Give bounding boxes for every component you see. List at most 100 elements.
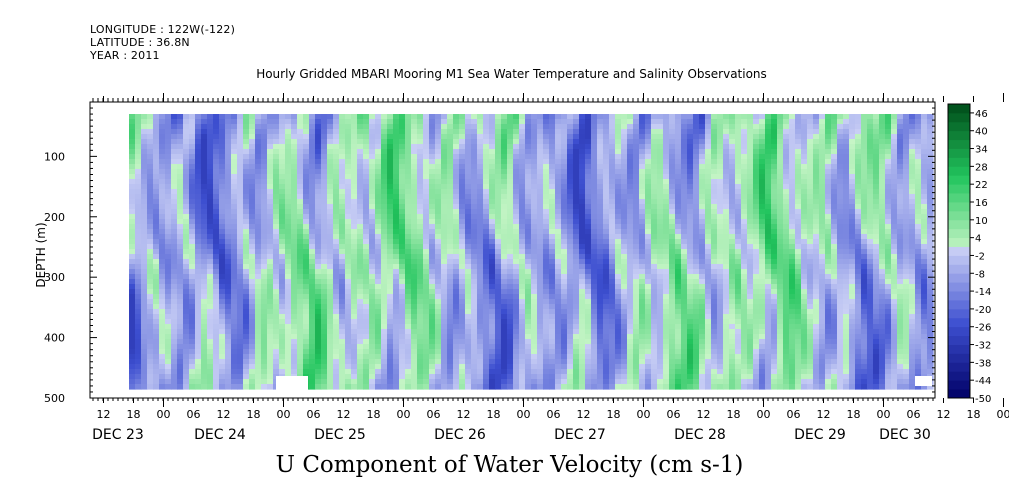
heatmap-cell [441,209,448,215]
heatmap-cell [501,159,508,165]
heatmap-cell [351,314,358,320]
heatmap-cell [183,359,190,365]
heatmap-cell [597,269,604,275]
heatmap-cell [363,244,370,250]
heatmap-cell [129,134,136,140]
heatmap-cell [315,154,322,160]
heatmap-cell [573,254,580,260]
heatmap-cell [585,129,592,135]
heatmap-cell [237,129,244,135]
heatmap-cell [201,324,208,330]
heatmap-cell [423,299,430,305]
heatmap-cell [441,354,448,360]
heatmap-cell [489,264,496,270]
heatmap-cell [453,119,460,125]
heatmap-cell [243,304,250,310]
heatmap-cell [417,329,424,335]
heatmap-cell [645,309,652,315]
heatmap-cell [561,239,568,245]
heatmap-cell [615,344,622,350]
heatmap-cell [375,384,382,390]
heatmap-cell [549,334,556,340]
heatmap-cell [351,134,358,140]
heatmap-cell [195,309,202,315]
heatmap-cell [465,214,472,220]
heatmap-cell [471,244,478,250]
heatmap-cell [387,179,394,185]
heatmap-cell [369,264,376,270]
heatmap-cell [201,134,208,140]
heatmap-cell [471,314,478,320]
heatmap-cell [669,119,676,125]
heatmap-cell [657,239,664,245]
heatmap-cell [459,354,466,360]
heatmap-cell [423,374,430,380]
heatmap-cell [543,119,550,125]
heatmap-cell [417,184,424,190]
heatmap-cell [537,329,544,335]
heatmap-cell [669,259,676,265]
heatmap-cell [291,314,298,320]
heatmap-cell [537,134,544,140]
heatmap-cell [291,179,298,185]
heatmap-cell [633,249,640,255]
heatmap-cell [225,189,232,195]
heatmap-cell [369,234,376,240]
heatmap-cell [183,324,190,330]
heatmap-cell [609,264,616,270]
heatmap-cell [669,324,676,330]
heatmap-cell [507,354,514,360]
heatmap-cell [279,259,286,265]
heatmap-cell [603,304,610,310]
heatmap-cell [135,374,142,380]
heatmap-cell [585,294,592,300]
heatmap-cell [543,349,550,355]
heatmap-cell [129,359,136,365]
heatmap-cell [255,324,262,330]
heatmap-cell [285,349,292,355]
heatmap-cell [369,249,376,255]
heatmap-cell [669,129,676,135]
heatmap-cell [501,129,508,135]
heatmap-cell [375,204,382,210]
heatmap-cell [243,249,250,255]
heatmap-cell [159,304,166,310]
heatmap-cell [519,219,526,225]
heatmap-cell [291,254,298,260]
heatmap-cell [399,164,406,170]
heatmap-cell [285,209,292,215]
heatmap-cell [405,374,412,380]
heatmap-cell [519,364,526,370]
heatmap-cell [423,164,430,170]
heatmap-cell [615,229,622,235]
heatmap-cell [567,114,574,120]
heatmap-cell [591,344,598,350]
heatmap-cell [315,184,322,190]
heatmap-cell [303,329,310,335]
heatmap-cell [147,209,154,215]
heatmap-cell [405,189,412,195]
heatmap-cell [213,224,220,230]
heatmap-cell [243,114,250,120]
heatmap-cell [663,174,670,180]
heatmap-cell [153,334,160,340]
heatmap-cell [195,129,202,135]
heatmap-cell [627,294,634,300]
heatmap-cell [495,324,502,330]
heatmap-cell [405,159,412,165]
heatmap-cell [309,184,316,190]
heatmap-cell [165,204,172,210]
heatmap-cell [513,364,520,370]
heatmap-cell [603,129,610,135]
heatmap-cell [435,374,442,380]
heatmap-cell [405,319,412,325]
heatmap-cell [153,254,160,260]
heatmap-cell [537,114,544,120]
heatmap-cell [315,224,322,230]
heatmap-cell [279,309,286,315]
heatmap-cell [243,309,250,315]
heatmap-cell [273,129,280,135]
heatmap-cell [507,189,514,195]
heatmap-cell [273,154,280,160]
heatmap-cell [189,179,196,185]
